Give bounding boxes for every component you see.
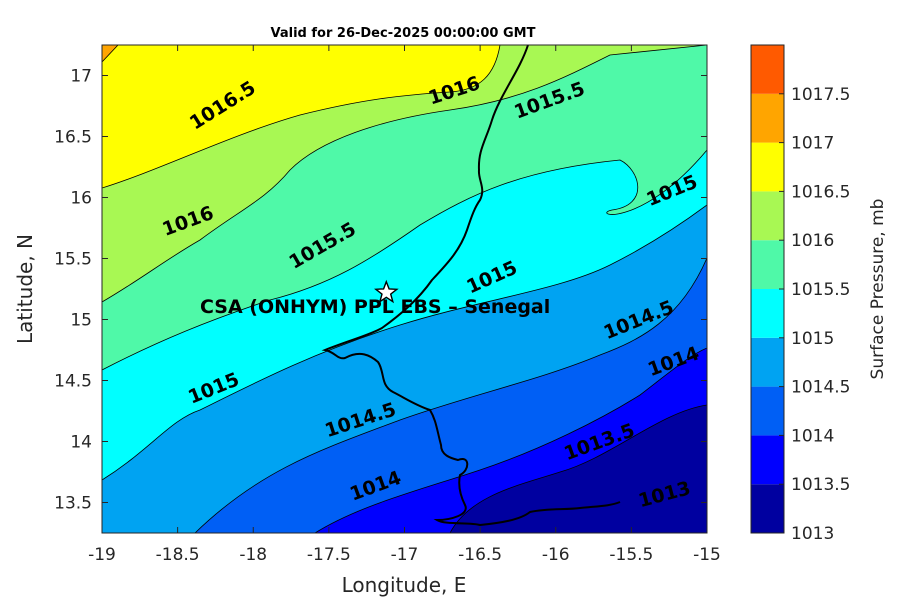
y-tick-label: 13.5 — [54, 494, 92, 514]
y-tick-label: 14.5 — [54, 372, 92, 392]
map-title: Valid for 26-Dec-2025 00:00:00 GMT — [271, 26, 536, 41]
colorbar-tick-label: 1014 — [791, 426, 834, 446]
y-tick-label: 14 — [70, 433, 92, 453]
colorbar-swatch — [751, 435, 784, 485]
colorbar-tick-label: 1016.5 — [791, 182, 850, 202]
colorbar-swatch — [751, 93, 784, 143]
y-axis-ticks: 13.5 14 14.5 15 15.5 16 16.5 17 — [54, 67, 707, 514]
band-1016-5-1017 — [102, 45, 501, 189]
star-icon — [374, 279, 399, 304]
colorbar-swatch — [751, 386, 784, 436]
y-tick-label: 16.5 — [54, 128, 92, 148]
colorbar-tick-label: 1015 — [791, 329, 834, 349]
site-marker — [374, 279, 399, 304]
colorbar-label: Surface Pressure, mb — [868, 199, 888, 380]
y-axis-label: Latitude, N — [13, 234, 37, 344]
x-tick-label: -15 — [693, 545, 721, 565]
colorbar-tick-label: 1017 — [791, 134, 834, 154]
colorbar-tick-label: 1015.5 — [791, 280, 850, 300]
colorbar-tick-label: 1013.5 — [791, 475, 850, 495]
y-tick-label: 15.5 — [54, 250, 92, 270]
y-tick-label: 16 — [70, 189, 92, 209]
x-tick-label: -16.5 — [458, 545, 502, 565]
x-tick-label: -15.5 — [609, 545, 653, 565]
x-tick-label: -19 — [88, 545, 116, 565]
map-plot-area — [102, 45, 707, 533]
x-axis-label: Longitude, E — [342, 573, 467, 597]
colorbar-tick-label: 1014.5 — [791, 378, 850, 398]
x-axis-ticks: -19 -18.5 -18 -17.5 -17 -16.5 -16 -15.5 -15 — [88, 45, 721, 565]
colorbar-tick-label: 1013 — [791, 524, 834, 544]
colorbar-swatch — [751, 337, 784, 387]
colorbar-frame — [750, 44, 785, 534]
x-tick-label: -17.5 — [307, 545, 351, 565]
coastline-outline — [321, 45, 621, 527]
colorbar-tick-label: 1017.5 — [791, 85, 850, 105]
site-label: CSA (ONHYM) PPL EBS – Senegal — [200, 296, 550, 318]
y-tick-label: 17 — [70, 67, 92, 87]
band-1013-1013-5 — [449, 404, 707, 533]
x-tick-label: -17 — [391, 545, 419, 565]
colorbar-swatch — [751, 142, 784, 192]
colorbar-swatch — [751, 289, 784, 338]
colorbar-swatch — [751, 45, 784, 94]
band-1017-1017-5 — [102, 45, 119, 63]
x-tick-label: -16 — [542, 545, 570, 565]
colorbar: 1013 1013.5 1014 1014.5 1015 1015.5 1016 1016.5… — [750, 44, 850, 544]
colorbar-tick-label: 1016 — [791, 231, 834, 251]
x-tick-label: -18.5 — [156, 545, 200, 565]
y-tick-label: 15 — [70, 311, 92, 331]
colorbar-swatch — [751, 191, 784, 241]
colorbar-swatch — [751, 240, 784, 289]
colorbar-swatch — [751, 484, 784, 533]
x-tick-label: -18 — [239, 545, 267, 565]
